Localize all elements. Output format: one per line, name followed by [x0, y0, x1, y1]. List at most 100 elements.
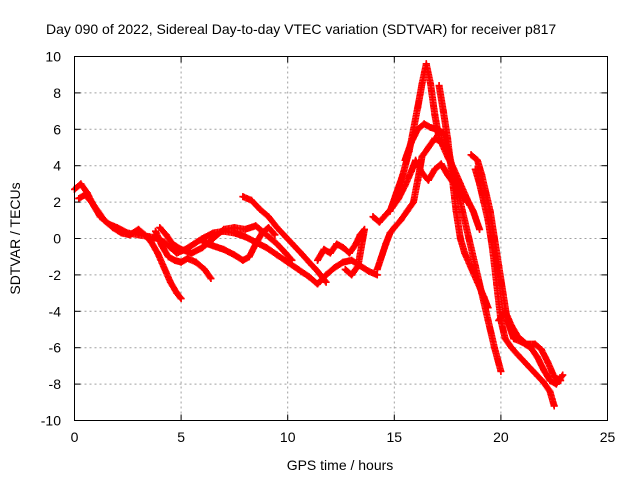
data-point — [557, 376, 565, 384]
data-point — [192, 258, 200, 266]
data-point — [531, 340, 539, 348]
data-point — [414, 125, 422, 133]
data-point — [497, 367, 505, 375]
data-point — [448, 171, 456, 179]
data-point — [348, 256, 356, 264]
data-point — [271, 231, 279, 239]
data-point — [188, 249, 196, 257]
data-point — [320, 245, 328, 253]
data-point — [369, 213, 377, 221]
data-point — [147, 238, 155, 246]
series-track-7 — [314, 225, 368, 279]
data-point — [514, 351, 522, 359]
series-track-12 — [435, 82, 492, 312]
data-point — [501, 335, 509, 343]
data-point — [326, 249, 334, 257]
data-point — [467, 151, 475, 159]
data-point — [484, 216, 492, 224]
data-point — [314, 280, 322, 288]
y-tick-label: -8 — [49, 376, 62, 392]
series-track-6 — [239, 193, 330, 286]
data-point — [435, 82, 443, 90]
data-point — [331, 264, 339, 272]
data-point — [386, 207, 394, 215]
data-point — [173, 289, 181, 297]
x-tick-label: 0 — [71, 429, 79, 445]
data-point — [282, 249, 290, 257]
data-point — [164, 253, 172, 261]
data-point — [501, 307, 509, 315]
data-point — [141, 231, 149, 239]
chart-title: Day 090 of 2022, Sidereal Day-to-day VTE… — [46, 21, 556, 37]
y-tick-label: 4 — [53, 158, 61, 174]
data-point — [273, 240, 281, 248]
data-point — [484, 304, 492, 312]
data-point — [352, 240, 360, 248]
data-point — [491, 344, 499, 352]
data-point — [456, 235, 464, 242]
data-point — [282, 233, 290, 241]
y-axis-label: SDTVAR / TECUs — [7, 182, 23, 294]
data-point — [258, 229, 266, 237]
data-point — [480, 198, 488, 206]
y-tick-label: 6 — [53, 121, 61, 137]
data-point — [461, 249, 469, 257]
data-point — [493, 280, 501, 288]
data-point — [471, 165, 479, 173]
data-point — [427, 123, 435, 131]
data-point — [546, 387, 554, 395]
data-point — [239, 193, 247, 201]
data-point — [431, 111, 439, 119]
data-point — [245, 253, 253, 261]
data-point — [166, 278, 174, 286]
data-point — [510, 335, 518, 343]
data-point — [173, 249, 181, 257]
data-point — [439, 107, 447, 115]
data-point — [422, 60, 430, 68]
data-point — [401, 182, 409, 190]
data-point — [431, 165, 439, 173]
x-axis-label: GPS time / hours — [287, 457, 394, 473]
data-point — [390, 224, 398, 232]
data-point — [169, 240, 177, 248]
data-point — [273, 251, 281, 259]
data-point — [401, 156, 409, 164]
y-tick-label: -6 — [49, 340, 62, 356]
y-tick-label: -4 — [49, 303, 62, 319]
series-track-5 — [198, 224, 279, 264]
data-point — [508, 322, 516, 330]
data-point — [427, 80, 435, 88]
data-point — [414, 176, 422, 184]
data-point — [540, 378, 548, 386]
data-point — [365, 267, 373, 275]
data-point — [378, 253, 386, 261]
data-point — [373, 265, 381, 273]
y-tick-label: 2 — [53, 194, 61, 210]
data-point — [241, 233, 249, 241]
data-point — [540, 366, 548, 374]
series-track-3 — [152, 227, 215, 283]
data-point — [407, 167, 415, 175]
data-point — [476, 225, 484, 233]
data-point — [424, 144, 432, 151]
data-point — [459, 207, 467, 215]
data-point — [265, 213, 273, 221]
data-point — [209, 235, 217, 242]
x-tick-label: 25 — [600, 429, 616, 445]
data-point — [495, 316, 503, 324]
data-point — [467, 264, 475, 272]
data-point — [288, 256, 296, 264]
y-tick-label: 8 — [53, 85, 61, 101]
series-track-15 — [495, 307, 565, 384]
data-point — [437, 160, 445, 168]
data-point — [314, 267, 322, 275]
data-point — [117, 229, 125, 237]
data-point — [77, 180, 85, 188]
data-point — [160, 264, 168, 272]
data-point — [339, 258, 347, 266]
data-point — [403, 207, 411, 215]
data-point — [346, 249, 354, 257]
data-point — [522, 360, 530, 368]
data-point — [88, 198, 96, 206]
